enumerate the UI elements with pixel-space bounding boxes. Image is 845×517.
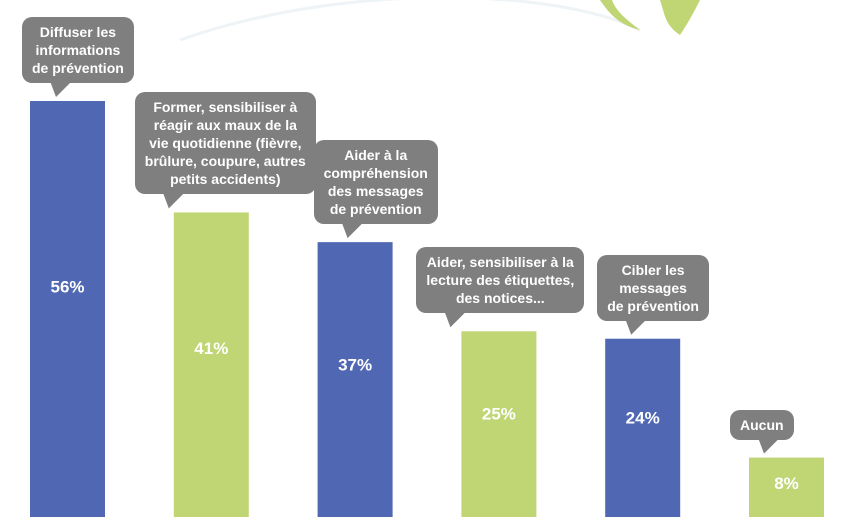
callout-tail [50, 81, 72, 97]
bar [605, 338, 681, 517]
callout-tail [758, 437, 780, 454]
value-label: 41% [194, 339, 228, 358]
value-label: 56% [50, 278, 84, 297]
value-label: 24% [626, 408, 660, 427]
bar [173, 212, 249, 517]
value-label: 37% [338, 355, 372, 374]
decoration [660, 0, 700, 35]
value-label: 8% [774, 474, 799, 493]
category-callout: Cibler les messages de prévention [597, 254, 709, 321]
callout-tail [162, 192, 185, 209]
callout-tail [625, 318, 648, 335]
bar [317, 242, 393, 517]
category-callout: Aider à la compréhension des messages de… [313, 140, 438, 225]
callout-tail [444, 311, 467, 328]
bar [749, 457, 824, 517]
category-callout: Aucun [730, 409, 794, 440]
callout-tail [341, 222, 364, 239]
value-label: 25% [482, 404, 516, 423]
decoration [600, 0, 640, 30]
bar [30, 101, 105, 517]
category-callout: Diffuser les informations de prévention [22, 17, 134, 83]
bar [461, 331, 537, 517]
category-callout: Aider, sensibiliser à la lecture des éti… [416, 247, 585, 314]
category-callout: Former, sensibiliser à réagir aux maux d… [134, 92, 316, 195]
decoration [179, 0, 641, 42]
